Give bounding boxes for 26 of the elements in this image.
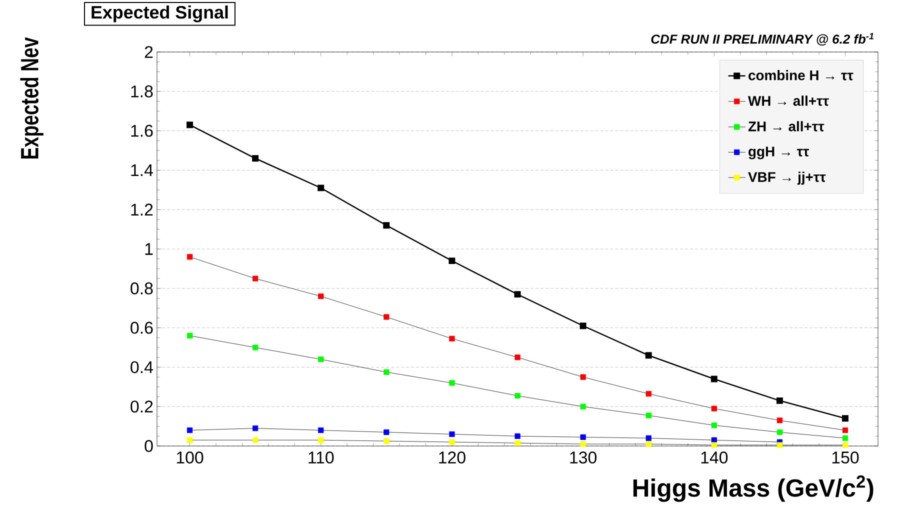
y-tick-label: 1.6 — [131, 124, 153, 137]
legend-label: ZH → all+ττ — [748, 121, 824, 132]
x-tick-label: 150 — [832, 452, 859, 464]
x-tick-label: 120 — [439, 452, 466, 464]
y-tick-label: 0.4 — [130, 361, 153, 374]
x-tick-label: 130 — [570, 452, 597, 464]
x-axis-title: Higgs Mass (GeV/c$^{2}$) — [633, 475, 874, 502]
legend-label: combine H → ττ — [748, 70, 854, 80]
y-tick-label: 0.2 — [130, 400, 153, 413]
y-tick-label: 0.8 — [130, 282, 153, 294]
legend-label: VBF → jj+ττ — [748, 172, 826, 185]
y-tick-label: 1 — [145, 243, 153, 255]
text: CDF RUN II PRELIMINARY @ 6.2 fb$^{-1}$ — [651, 33, 874, 46]
y-tick-label: 0.6 — [130, 322, 153, 334]
y-tick-label: 0 — [144, 440, 153, 452]
x-tick-label: 110 — [308, 452, 334, 464]
y-tick-label: 2 — [144, 46, 153, 58]
legend-label: WH → all+ττ — [748, 96, 829, 106]
y-tick-label: 1.2 — [131, 204, 153, 216]
y-axis-title: Expected Nev — [20, 37, 44, 158]
y-tick-label: 1.4 — [131, 164, 153, 176]
x-tick-label: 100 — [176, 452, 204, 464]
x-tick-label: 140 — [701, 452, 728, 464]
y-tick-label: 1.8 — [131, 85, 153, 98]
legend-label: ggH → ττ — [748, 146, 809, 160]
chart-title: Expected Signal — [92, 5, 228, 22]
